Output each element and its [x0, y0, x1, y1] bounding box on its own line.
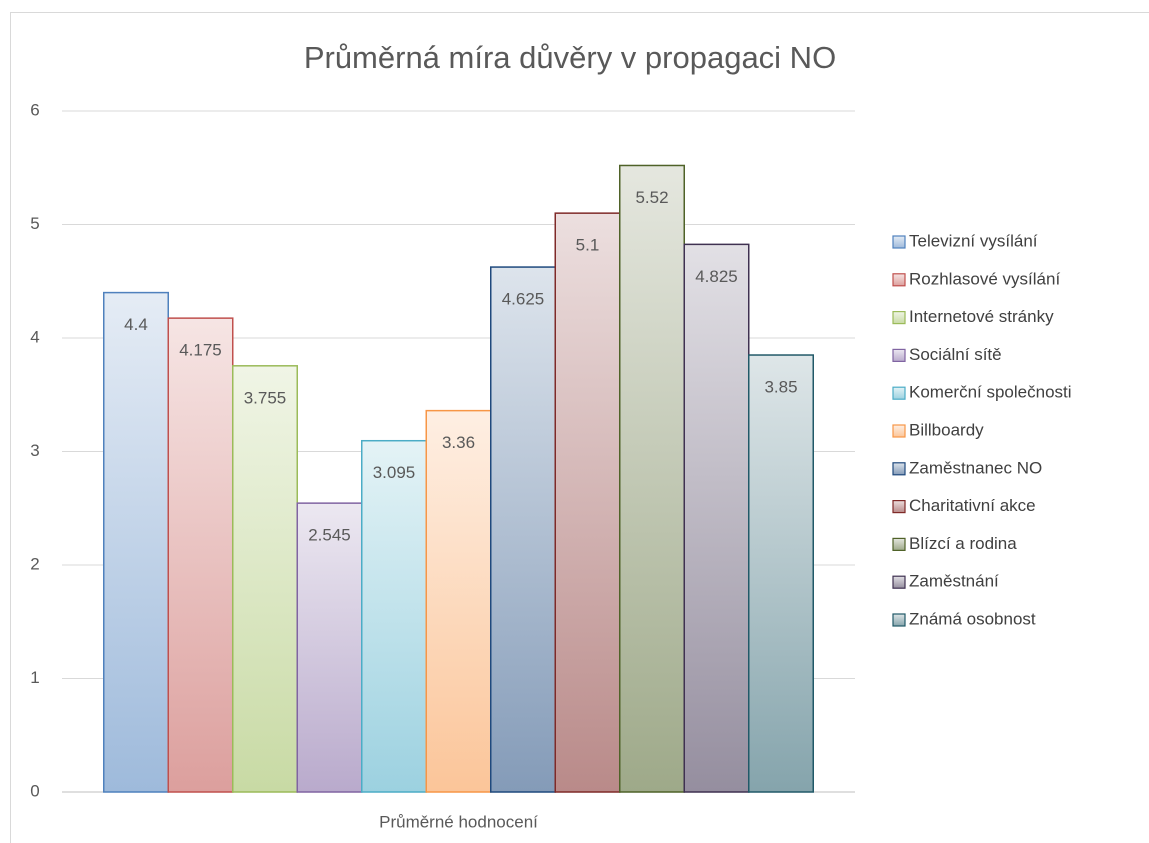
bar	[425, 409, 492, 793]
legend-swatch	[892, 537, 906, 552]
legend-label: Známá osobnost	[909, 609, 1036, 628]
data-label: 4.825	[695, 267, 738, 286]
legend-label: Internetové stránky	[909, 307, 1054, 326]
legend-label: Rozhlasové vysílání	[909, 269, 1060, 288]
legend-label: Komerční společnosti	[909, 383, 1072, 402]
data-label: 3.85	[764, 378, 797, 397]
data-label: 3.755	[244, 388, 287, 407]
legend-label: Billboardy	[909, 420, 984, 439]
bar	[554, 212, 621, 793]
x-tick-label: Průměrné hodnocení	[379, 812, 538, 831]
legend-swatch	[892, 273, 906, 287]
legend-swatch	[892, 575, 906, 589]
legend-swatch	[892, 500, 906, 514]
data-label: 3.095	[373, 463, 416, 482]
legend-swatch	[892, 235, 906, 249]
legend-label: Charitativní akce	[909, 496, 1036, 515]
legend-swatch	[892, 311, 906, 325]
y-tick-label: 6	[30, 100, 39, 119]
legend-swatch	[892, 613, 906, 627]
legend-swatch	[892, 386, 906, 400]
legend-swatch	[892, 424, 906, 438]
data-label: 4.4	[124, 315, 148, 334]
bar	[103, 291, 169, 793]
bar	[361, 439, 427, 793]
legend-label: Sociální sítě	[909, 345, 1002, 364]
y-tick-label: 5	[30, 214, 39, 233]
bar	[683, 243, 750, 793]
y-tick-label: 4	[30, 327, 39, 346]
bar	[296, 502, 363, 793]
y-tick-label: 1	[30, 668, 39, 687]
data-label: 4.625	[502, 290, 545, 309]
y-tick-label: 0	[30, 781, 39, 800]
legend-swatch	[892, 462, 906, 476]
y-tick-label: 2	[30, 554, 39, 573]
bar	[748, 354, 814, 793]
legend-label: Zaměstnanec NO	[909, 458, 1042, 477]
legend-swatch	[892, 348, 906, 362]
bar	[232, 365, 298, 793]
bar	[167, 317, 234, 793]
bar	[619, 164, 685, 793]
legend-label: Televizní vysílání	[909, 231, 1038, 250]
legend-label: Zaměstnání	[909, 572, 999, 591]
data-label: 3.36	[442, 433, 475, 452]
data-label: 5.1	[576, 236, 600, 255]
data-label: 5.52	[635, 188, 668, 207]
data-label: 4.175	[179, 341, 222, 360]
bar	[490, 266, 556, 793]
chart-frame	[10, 12, 1149, 843]
data-label: 2.545	[308, 526, 351, 545]
y-tick-label: 3	[30, 441, 39, 460]
legend-label: Blízcí a rodina	[909, 534, 1017, 553]
chart-title: Průměrná míra důvěry v propagaci NO	[304, 40, 836, 75]
